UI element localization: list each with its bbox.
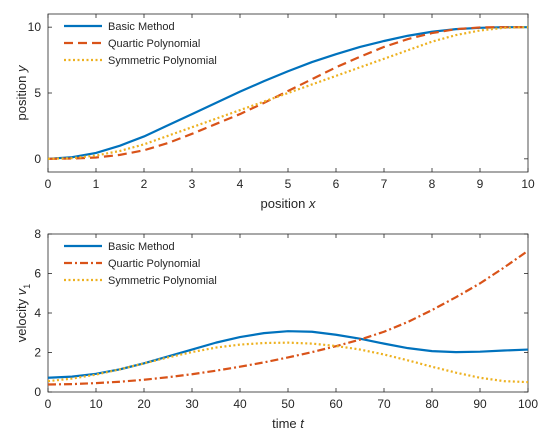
chart-2: 0 10 20 30 40 50 60 70 80 90 100 0 2 4 6 8 time t velocit… [14, 227, 538, 431]
y-tick-label: 10 [28, 20, 42, 34]
plot-area [47, 233, 529, 393]
y-axis-label-part: y [14, 64, 29, 73]
legend-label: Quartic Polynomial [108, 38, 200, 50]
x-tick-label: 0 [45, 177, 52, 191]
y-tick-label: 2 [34, 346, 41, 360]
y-axis-label: velocity v1 [14, 284, 32, 342]
legend-label: Symmetric Polynomial [108, 55, 217, 67]
y-axis-label-part: v [14, 287, 29, 295]
y-axis-label-part: velocity [14, 295, 29, 342]
y-tick-label: 6 [34, 267, 41, 281]
x-tick-label: 100 [518, 397, 538, 411]
x-tick-label: 6 [333, 177, 340, 191]
x-axis-label: time t [272, 416, 305, 431]
x-tick-label: 4 [237, 177, 244, 191]
series-line [47, 249, 529, 386]
legend-label: Basic Method [108, 21, 175, 33]
x-tick-label: 50 [281, 397, 295, 411]
x-tick-label: 70 [377, 397, 391, 411]
y-tick-label: 8 [34, 227, 41, 241]
x-tick-label: 3 [189, 177, 196, 191]
x-tick-label: 90 [473, 397, 487, 411]
series-line [47, 26, 529, 160]
y-axis-label-part: 1 [22, 284, 32, 289]
y-tick-label: 0 [34, 385, 41, 399]
x-tick-label: 60 [329, 397, 343, 411]
y-tick-label: 4 [34, 306, 41, 320]
x-axis-label: position x [261, 196, 316, 211]
y-tick-label: 0 [34, 152, 41, 166]
series-line [47, 26, 528, 160]
x-axis-label-part: x [308, 196, 316, 211]
series-line [47, 341, 529, 384]
x-tick-label: 9 [477, 177, 484, 191]
y-axis-label: position y [14, 64, 29, 120]
x-tick-label: 10 [521, 177, 535, 191]
x-axis-label-part: t [300, 416, 305, 431]
legend-label: Symmetric Polynomial [108, 275, 217, 287]
x-tick-label: 80 [425, 397, 439, 411]
x-tick-label: 30 [185, 397, 199, 411]
x-tick-label: 5 [285, 177, 292, 191]
legend-label: Quartic Polynomial [108, 258, 200, 270]
legend-label: Basic Method [108, 241, 175, 253]
x-axis-label-part: time [272, 416, 300, 431]
x-tick-label: 7 [381, 177, 388, 191]
plot-area [47, 13, 529, 173]
x-tick-label: 8 [429, 177, 436, 191]
x-tick-label: 20 [137, 397, 151, 411]
y-tick-label: 5 [34, 86, 41, 100]
y-axis-label-part: position [14, 72, 29, 120]
x-tick-label: 10 [89, 397, 103, 411]
x-tick-label: 1 [93, 177, 100, 191]
x-tick-label: 2 [141, 177, 148, 191]
x-tick-label: 40 [233, 397, 247, 411]
x-axis-label-part: position [261, 196, 309, 211]
x-tick-label: 0 [45, 397, 52, 411]
